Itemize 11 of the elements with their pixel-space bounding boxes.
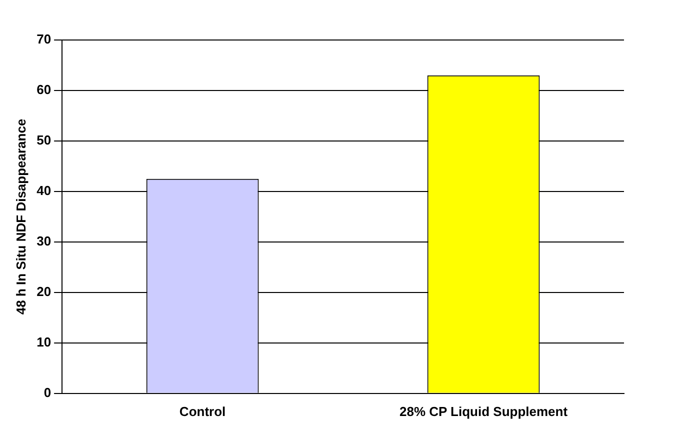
y-tick-label: 70	[36, 32, 52, 47]
x-tick-label: Control	[179, 404, 226, 419]
y-tick-label: 50	[36, 132, 52, 148]
y-tick-label: 0	[44, 384, 52, 400]
y-tick-label: 20	[36, 284, 52, 300]
x-tick-label: 28% CP Liquid Supplement	[399, 404, 568, 419]
y-tick-label: 40	[36, 183, 52, 198]
y-tick-label: 60	[36, 82, 52, 98]
y-tick-label: 30	[36, 234, 52, 249]
y-tick-label: 10	[36, 334, 52, 350]
y-axis-title: 48 h In Situ NDF Disappearance	[13, 118, 28, 315]
